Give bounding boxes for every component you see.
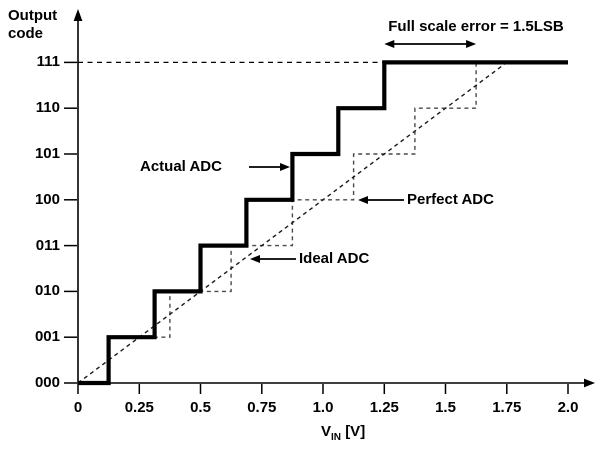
full-scale-error-label: Full scale error = 1.5LSB <box>388 18 564 35</box>
x-tick-label: 0 <box>73 399 83 416</box>
actual-adc-arrowhead <box>280 163 290 171</box>
y-tick-label: 011 <box>35 236 60 254</box>
x-tick-label: 1.5 <box>435 399 456 416</box>
ideal-adc-arrowhead <box>250 255 260 263</box>
x-tick-label: 1.75 <box>492 399 522 416</box>
actual-adc-curve <box>78 60 568 386</box>
y-axis-title-line2: code <box>8 25 44 42</box>
x-tick-label: 0.5 <box>190 399 211 416</box>
x-tick-label: 0.75 <box>247 399 277 416</box>
perfect-adc-curve <box>78 61 568 384</box>
full-scale-error-arrowhead-left <box>384 40 395 48</box>
y-axis-title-line1: Output <box>8 7 58 24</box>
y-tick-label: 010 <box>34 282 60 300</box>
x-axis-title-sub: IN <box>331 432 342 443</box>
x-axis-title-main: V <box>321 423 332 440</box>
y-axis-title: Output code <box>8 7 57 43</box>
series-label-actual-adc: Actual ADC <box>140 158 222 175</box>
y-tick-label: 001 <box>34 328 60 346</box>
series-label-ideal-adc: Ideal ADC <box>299 250 370 267</box>
series-label-perfect-adc: Perfect ADC <box>407 191 494 208</box>
y-tick-label: 101 <box>34 145 60 162</box>
x-axis-title-unit: [V] <box>345 423 366 440</box>
ideal-adc-curve <box>77 61 508 384</box>
full-scale-error-arrowhead-right <box>466 40 477 48</box>
y-axis-arrowhead <box>73 9 83 21</box>
x-tick-label: 2.0 <box>557 399 579 416</box>
x-tick-label: 1.25 <box>369 399 399 416</box>
perfect-adc-arrowhead <box>358 196 368 204</box>
y-tick-label: 111 <box>36 53 60 71</box>
x-tick-label: 1.0 <box>312 399 334 416</box>
x-axis-title: VIN [V] <box>321 423 365 447</box>
y-tick-label: 100 <box>34 190 60 208</box>
x-tick-label: 0.25 <box>124 399 154 416</box>
x-axis-arrowhead <box>584 378 595 388</box>
y-tick-label: 000 <box>34 374 60 391</box>
y-tick-label: 110 <box>35 99 60 117</box>
